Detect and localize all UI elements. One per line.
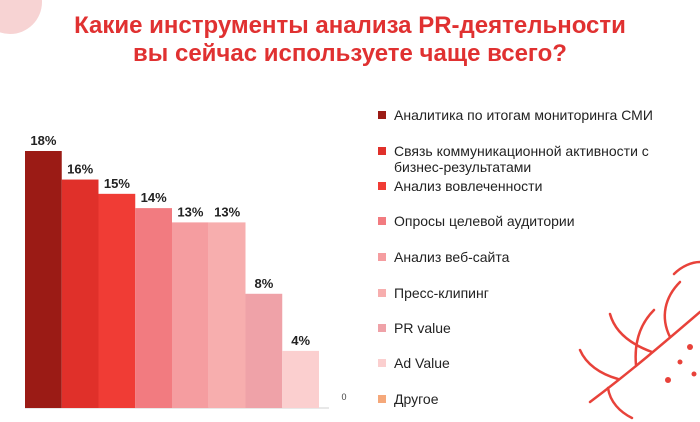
- bar-4: [135, 208, 172, 408]
- bar-8: [282, 350, 319, 408]
- legend-swatch: [378, 395, 386, 403]
- legend-item-6: Пресс-клипинг: [378, 285, 688, 301]
- data-label-3: 15%: [104, 176, 130, 191]
- legend-swatch: [378, 289, 386, 297]
- legend-item-3: Анализ вовлеченности: [378, 178, 688, 194]
- data-label-8: 4%: [291, 333, 310, 348]
- legend-swatch: [378, 147, 386, 155]
- legend-item-2: Связь коммуникационной активности с бизн…: [378, 143, 688, 175]
- legend-label: Ad Value: [394, 355, 450, 371]
- legend-swatch: [378, 182, 386, 190]
- data-label-2: 16%: [67, 162, 93, 177]
- bar-7: [245, 293, 283, 408]
- legend-label: PR value: [394, 320, 451, 336]
- legend-swatch: [378, 217, 386, 225]
- bar-5: [172, 222, 209, 408]
- data-label-7: 8%: [254, 276, 273, 291]
- data-label-1: 18%: [30, 133, 56, 148]
- title-line-1: Какие инструменты анализа PR-деятельност…: [74, 12, 626, 39]
- legend-swatch: [378, 324, 386, 332]
- data-label-5: 13%: [177, 204, 203, 219]
- legend-item-1: Аналитика по итогам мониторинга СМИ: [378, 107, 688, 123]
- bar-1: [25, 151, 62, 408]
- legend-swatch: [378, 111, 386, 119]
- legend-item-9: Другое: [378, 391, 688, 407]
- legend-item-7: PR value: [378, 320, 688, 336]
- legend-label: Другое: [394, 391, 439, 407]
- legend-label: Аналитика по итогам мониторинга СМИ: [394, 107, 653, 123]
- legend-swatch: [378, 359, 386, 367]
- title-line-2: вы сейчас используете чаще всего?: [133, 40, 567, 67]
- legend-label: Анализ веб-сайта: [394, 249, 510, 265]
- legend-item-4: Опросы целевой аудитории: [378, 213, 688, 229]
- data-label-6: 13%: [214, 204, 240, 219]
- legend-item-5: Анализ веб-сайта: [378, 249, 688, 265]
- data-label-9: 0: [341, 392, 346, 402]
- leaf-decoration: [578, 260, 700, 420]
- bar-6: [208, 222, 246, 408]
- legend-label: Опросы целевой аудитории: [394, 213, 575, 229]
- legend-label: Анализ вовлеченности: [394, 178, 543, 194]
- data-label-4: 14%: [141, 190, 167, 205]
- legend-label: Пресс-клипинг: [394, 285, 489, 301]
- bar-3: [98, 193, 136, 408]
- legend-item-8: Ad Value: [378, 355, 688, 371]
- legend-label: Связь коммуникационной активности с бизн…: [394, 143, 649, 175]
- bar-2: [61, 179, 99, 408]
- legend-swatch: [378, 253, 386, 261]
- slide-title: Какие инструменты анализа PR-деятельност…: [0, 12, 700, 68]
